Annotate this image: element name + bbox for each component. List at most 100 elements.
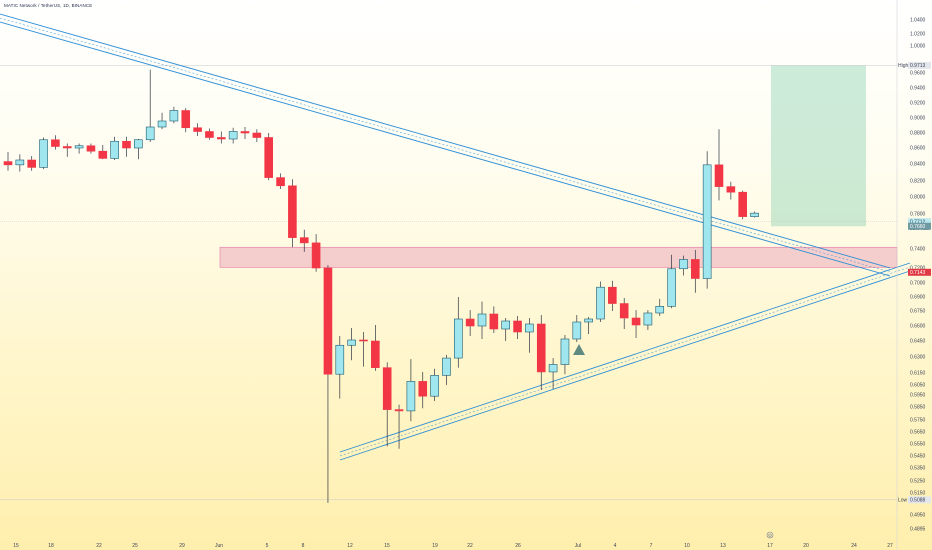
candle-body-up [157,120,167,128]
candle-body-up [145,126,155,141]
candle [631,310,641,338]
candle-body-down [418,381,428,397]
candle [714,129,724,201]
candles-layer [3,69,759,503]
candle-body-down [311,242,321,269]
candle [299,229,309,252]
candle-body-down [181,110,191,129]
price-tick-label: 0.8400 [910,162,926,168]
candle-body-up [406,381,416,412]
settings-icon-glyph: ⚙ [768,533,773,539]
time-tick-label: 12 [347,543,353,549]
candle-body-down [299,237,309,244]
descending-trendline-1 [0,21,891,277]
time-tick-label: 10 [684,543,690,549]
candle-body-up [702,164,712,279]
descending-trendline-mid [0,17,891,273]
candle [62,143,72,157]
low-price-label: 0.5088 [910,498,926,504]
time-tick-label: 18 [48,543,54,549]
candle-body-up [74,145,84,149]
candle [394,404,404,449]
candle-body-down [51,139,60,147]
candle [572,315,582,343]
candle [738,190,748,220]
price-tick-label: 0.9200 [910,101,926,107]
candle [51,135,60,150]
candle [98,145,108,160]
candle [347,328,356,361]
candle-body-up [430,375,439,397]
time-axis: 15 18 22 25 29 Jun 5 8 12 15 19 22 26 Jul 4 7 10 13 17 20 24… [13,531,893,549]
price-tick-label: 0.5450 [910,454,926,460]
time-tick-label: 24 [851,543,857,549]
candle [608,280,617,311]
candle-body-down [323,267,333,375]
price-tick-label: 0.5850 [910,405,926,411]
price-tick-label: 0.6600 [910,324,926,330]
candle [335,336,345,399]
candle [134,139,143,160]
candle [513,316,522,339]
candle [643,310,653,330]
low-marker-label: Low [898,498,908,504]
candle [27,156,37,171]
demand-zone [219,246,898,268]
target-zone [771,65,866,227]
candle [596,281,605,322]
candle-body-up [643,312,653,326]
candle-body-down [27,159,37,168]
low-price-badge [908,496,931,504]
price-tick-label: 0.9600 [910,71,926,77]
price-tick-label: 0.9400 [910,86,926,92]
candle [690,249,700,293]
candle [323,265,333,503]
candle-body-down [86,145,96,152]
price-tick-label: 0.7200 [910,266,926,272]
markers-layer [573,344,585,355]
candle [548,358,558,389]
candle [382,362,392,447]
time-tick-label: 8 [302,543,305,549]
time-tick-label: Jul [575,543,581,549]
candle-body-down [193,127,202,132]
candle-body-up [453,318,463,359]
price-tick-label: 0.5950 [910,393,926,399]
candle-body-down [690,259,700,279]
candle [750,211,759,218]
candle [311,234,321,272]
candle-body-down [394,409,404,412]
candle-body-up [501,320,511,330]
candle [430,368,439,401]
candle-body-down [217,137,226,140]
candle-body-down [240,131,250,134]
channel-lines-layer [0,13,911,461]
entry-price-badge [908,222,931,230]
candle-body-up [15,159,25,166]
high-price-badge [908,61,931,69]
candle [3,152,13,171]
candle [418,371,428,409]
candle-body-up [596,286,605,320]
candle-body-down [536,323,546,373]
candle-body-down [382,367,392,410]
candle-body-up [525,323,534,333]
candle-body-up [442,357,451,376]
price-tick-label: 0.5350 [910,466,926,472]
candle [122,136,131,157]
price-tick-label: 0.6300 [910,355,926,361]
time-tick-label: 17 [767,543,773,549]
candle [86,143,96,154]
candle [525,318,534,353]
high-marker-label: High [898,63,909,69]
candle-body-up [335,344,345,375]
candle [228,127,238,144]
candle [169,106,179,124]
candle-body-up [667,268,676,307]
candle [39,137,48,170]
stop-price-label: 0.7143 [910,270,926,276]
candle-body-up [110,140,119,159]
price-tick-label: 0.8000 [910,195,926,201]
candle-body-down [726,186,736,193]
